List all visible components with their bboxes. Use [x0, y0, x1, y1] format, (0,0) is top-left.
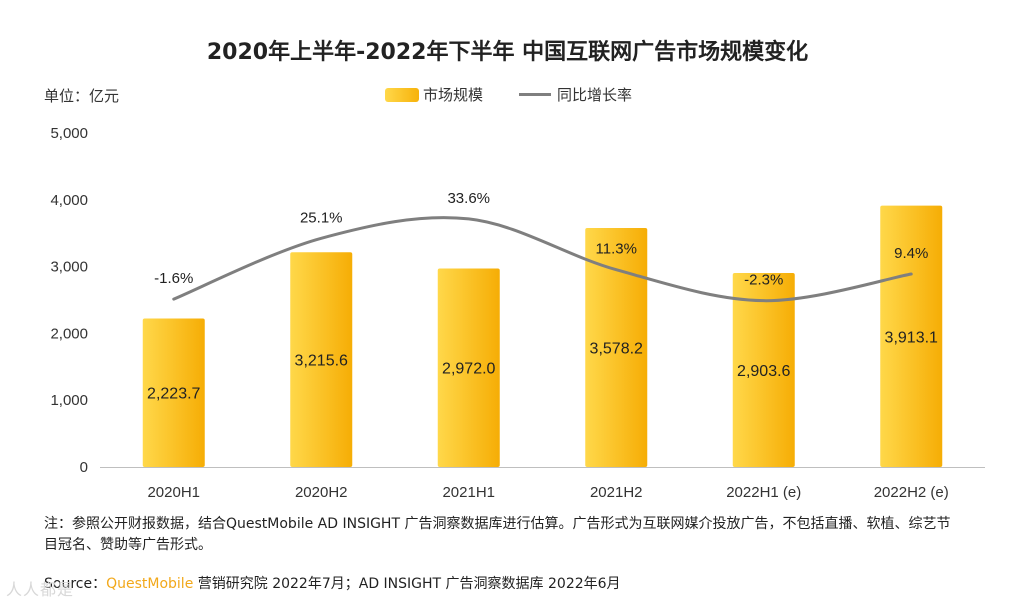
legend-bar-swatch — [385, 87, 419, 102]
x-tick-label: 2021H2 — [590, 484, 643, 501]
bar — [142, 318, 205, 467]
x-tick-label: 2021H1 — [442, 484, 495, 501]
legend-line-label: 同比增长率 — [557, 86, 633, 104]
bar-value-label: 2,903.6 — [737, 363, 790, 380]
growth-rate-label: 33.6% — [447, 190, 490, 207]
bar — [290, 252, 353, 467]
growth-rate-label: 9.4% — [894, 245, 928, 262]
growth-rate-label: -1.6% — [154, 270, 193, 287]
x-tick-label: 2022H2 (e) — [874, 484, 949, 501]
legend-line-swatch — [519, 93, 552, 96]
bar-value-label: 3,578.2 — [590, 340, 643, 357]
y-tick-label: 2,000 — [50, 325, 88, 342]
growth-rate-line — [172, 216, 913, 303]
watermark: 人人都是 — [6, 580, 75, 599]
chart-legend: 市场规模 同比增长率 — [385, 84, 632, 105]
legend-bar-label: 市场规模 — [423, 86, 484, 104]
y-tick-label: 0 — [80, 459, 88, 476]
bar — [732, 273, 795, 467]
bar — [880, 205, 943, 467]
y-tick-label: 3,000 — [50, 259, 88, 276]
bar-value-label: 2,223.7 — [147, 386, 200, 403]
bar — [585, 227, 648, 467]
x-tick-label: 2022H1 (e) — [726, 484, 801, 501]
bar-value-label: 2,972.0 — [442, 361, 495, 378]
growth-rate-label: 25.1% — [300, 209, 343, 226]
y-tick-label: 4,000 — [50, 192, 88, 209]
bar-value-label: 3,215.6 — [295, 353, 348, 370]
source-prefix: Source： — [44, 576, 107, 592]
bar-line-chart: 0 1,000 2,000 3,000 4,000 5,000 2020H1 2020H2 20… — [50, 125, 985, 501]
chart-note: 注：参照公开财报数据，结合QuestMobile AD INSIGHT 广告洞察… — [44, 516, 951, 553]
x-tick-label: 2020H2 — [295, 484, 348, 501]
y-tick-label: 5,000 — [50, 125, 88, 142]
chart-source: Source：QuestMobile 营销研究院 2022年7月；AD INSI… — [44, 573, 621, 593]
growth-rate-label: 11.3% — [596, 241, 637, 258]
bar-value-label: 3,913.1 — [885, 329, 938, 346]
x-tick-label: 2020H1 — [147, 484, 200, 501]
unit-label: 单位：亿元 — [44, 87, 120, 105]
source-rest: 营销研究院 2022年7月；AD INSIGHT 广告洞察数据库 2022年6月 — [193, 576, 621, 592]
chart-title: 2020年上半年-2022年下半年 中国互联网广告市场规模变化 — [206, 40, 809, 65]
bar — [437, 268, 500, 467]
source-brand: QuestMobile — [106, 576, 194, 592]
growth-rate-label: -2.3% — [744, 272, 783, 289]
y-tick-label: 1,000 — [50, 392, 88, 409]
